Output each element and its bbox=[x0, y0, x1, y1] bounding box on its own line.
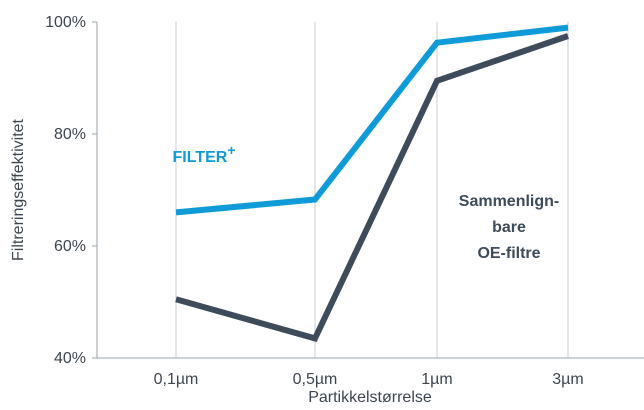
series-label-filter-superscript: + bbox=[227, 142, 235, 158]
series-label-filter: FILTER+ bbox=[173, 142, 236, 166]
y-tick-label: 60% bbox=[54, 238, 86, 255]
x-axis-title: Partikkelstørrelse bbox=[308, 389, 432, 406]
x-tick-label: 0,1µm bbox=[154, 371, 199, 388]
grid bbox=[175, 22, 569, 358]
series-label-oe-line-1: Sammenlign- bbox=[459, 193, 559, 210]
x-tick-label: 1µm bbox=[421, 371, 452, 388]
y-tick-label: 40% bbox=[54, 350, 86, 367]
series-line-oe bbox=[175, 33, 569, 342]
y-ticks: 40% 60% 80% 100% bbox=[45, 14, 97, 367]
series-lines bbox=[175, 24, 569, 342]
x-tick-label: 3µm bbox=[552, 371, 583, 388]
series-label-oe-line-3: OE-filtre bbox=[477, 245, 540, 262]
x-tick-label: 0,5µm bbox=[293, 371, 338, 388]
series-line-filter bbox=[175, 24, 569, 216]
y-tick-label: 80% bbox=[54, 126, 86, 143]
series-label-filter-name: FILTER bbox=[173, 149, 228, 166]
series-label-oe: Sammenlign- bare OE-filtre bbox=[459, 193, 559, 262]
series-label-oe-line-2: bare bbox=[492, 219, 526, 236]
y-tick-label: 100% bbox=[45, 14, 86, 31]
x-ticks: 0,1µm 0,5µm 1µm 3µm bbox=[154, 371, 584, 388]
axes bbox=[96, 22, 644, 359]
y-axis-title: Filtreringseffektivitet bbox=[10, 118, 27, 261]
